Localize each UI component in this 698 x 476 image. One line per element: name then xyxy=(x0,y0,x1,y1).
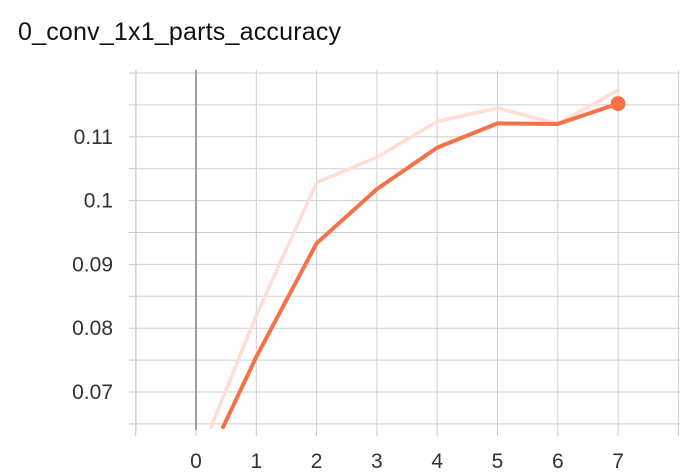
x-tick-label: 0 xyxy=(190,450,202,473)
x-tick-label: 3 xyxy=(371,450,383,473)
series-line-raw xyxy=(209,88,620,429)
x-tick-label: 5 xyxy=(492,450,504,473)
x-tick-label: 2 xyxy=(311,450,323,473)
y-tick-label: 0.08 xyxy=(72,317,113,340)
x-tick-label: 6 xyxy=(552,450,564,473)
series-line-smoothed xyxy=(221,101,621,430)
x-tick-label: 7 xyxy=(612,450,624,473)
x-tick-label: 1 xyxy=(250,450,262,473)
y-tick-label: 0.11 xyxy=(74,126,113,149)
x-tick-label: 4 xyxy=(431,450,443,473)
y-tick-label: 0.07 xyxy=(72,381,113,404)
y-tick-label: 0.1 xyxy=(84,190,113,213)
series-endpoint-marker xyxy=(610,96,626,112)
y-tick-label: 0.09 xyxy=(72,253,113,276)
chart-title: 0_conv_1x1_parts_accuracy xyxy=(18,18,342,46)
